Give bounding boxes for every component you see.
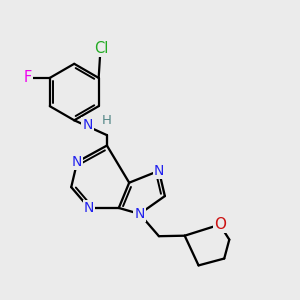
Text: Cl: Cl (94, 41, 109, 56)
Text: O: O (214, 217, 226, 232)
Text: N: N (84, 201, 94, 215)
Text: N: N (82, 118, 93, 132)
Text: N: N (72, 155, 83, 169)
Text: F: F (23, 70, 32, 86)
Text: N: N (154, 164, 164, 178)
Text: N: N (134, 207, 145, 221)
Text: H: H (102, 114, 112, 127)
